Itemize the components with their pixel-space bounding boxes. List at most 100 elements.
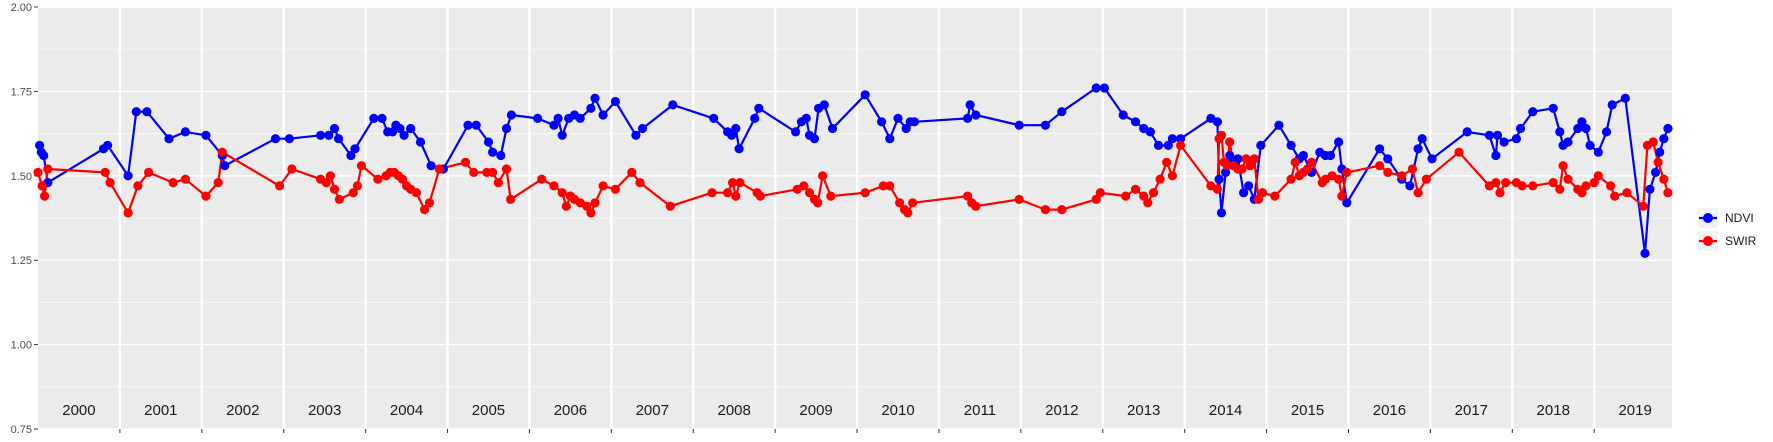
data-point-swir xyxy=(735,178,745,188)
data-point-ndvi xyxy=(1427,154,1437,164)
data-point-ndvi xyxy=(877,117,887,127)
data-point-ndvi xyxy=(575,113,585,123)
data-point-swir xyxy=(826,191,836,201)
data-point-swir xyxy=(903,208,913,218)
data-point-swir xyxy=(1212,184,1222,194)
data-point-swir xyxy=(1648,137,1658,147)
data-point-ndvi xyxy=(1620,93,1630,103)
data-point-ndvi xyxy=(754,103,764,113)
data-point-swir xyxy=(1139,191,1149,201)
data-point-ndvi xyxy=(1417,134,1427,144)
data-point-ndvi xyxy=(727,130,737,140)
data-point-ndvi xyxy=(164,134,174,144)
data-point-ndvi xyxy=(220,161,230,171)
data-point-ndvi xyxy=(631,130,641,140)
data-point-swir xyxy=(885,181,895,191)
data-point-ndvi xyxy=(1244,181,1254,191)
data-point-swir xyxy=(1237,164,1247,174)
data-point-ndvi xyxy=(324,130,334,140)
data-point-swir xyxy=(1225,137,1235,147)
y-tick-label: 1.25 xyxy=(11,255,32,267)
data-point-swir xyxy=(356,161,367,171)
data-point-ndvi xyxy=(270,134,281,144)
data-point-swir xyxy=(818,171,828,181)
data-point-ndvi xyxy=(350,144,360,154)
y-tick-label: 1.75 xyxy=(11,86,32,98)
data-point-swir xyxy=(1653,157,1663,167)
year-label: 2004 xyxy=(390,402,423,419)
data-point-ndvi xyxy=(553,113,563,123)
data-point-swir xyxy=(586,208,596,218)
data-point-ndvi xyxy=(1298,150,1308,161)
data-point-ndvi xyxy=(709,113,719,123)
data-point-ndvi xyxy=(369,113,379,123)
data-point-ndvi xyxy=(1563,137,1573,147)
data-point-ndvi xyxy=(1659,134,1669,144)
data-point-swir xyxy=(168,178,178,188)
data-point-ndvi xyxy=(1225,150,1235,161)
data-point-swir xyxy=(37,181,47,191)
data-point-ndvi xyxy=(131,107,141,117)
data-point-ndvi xyxy=(506,110,516,120)
data-point-ndvi xyxy=(801,113,811,123)
data-point-swir xyxy=(1091,194,1101,204)
data-point-ndvi xyxy=(827,123,838,134)
data-point-ndvi xyxy=(1663,123,1673,134)
data-point-ndvi xyxy=(1091,83,1101,93)
data-point-swir xyxy=(334,194,344,204)
data-point-ndvi xyxy=(1492,130,1503,140)
data-point-ndvi xyxy=(750,113,760,123)
data-point-ndvi xyxy=(909,117,920,127)
data-point-swir xyxy=(1413,188,1423,198)
data-point-swir xyxy=(627,167,637,177)
data-point-swir xyxy=(1548,178,1558,188)
data-point-ndvi xyxy=(1274,120,1284,130)
data-point-ndvi xyxy=(501,123,512,134)
legend-key-point xyxy=(1703,236,1713,246)
data-point-swir xyxy=(549,181,559,191)
data-point-ndvi xyxy=(1342,198,1352,208)
data-point-swir xyxy=(799,181,809,191)
data-point-swir xyxy=(105,178,115,188)
data-point-swir xyxy=(420,205,430,215)
data-point-ndvi xyxy=(1405,181,1415,191)
data-point-ndvi xyxy=(610,96,621,107)
legend: NDVI SWIR xyxy=(1698,208,1757,251)
y-tick-label: 0.75 xyxy=(11,424,32,436)
data-point-ndvi xyxy=(346,150,356,161)
data-point-ndvi xyxy=(1651,167,1661,177)
data-point-ndvi xyxy=(1581,123,1591,134)
data-point-swir xyxy=(1121,191,1131,201)
data-point-swir xyxy=(33,167,43,177)
data-point-ndvi xyxy=(415,137,426,147)
data-point-swir xyxy=(723,188,733,198)
data-point-swir xyxy=(1577,188,1587,198)
data-point-swir xyxy=(1421,174,1431,184)
data-point-swir xyxy=(144,167,154,177)
data-point-swir xyxy=(1040,205,1050,215)
data-point-ndvi xyxy=(1014,120,1024,130)
data-point-ndvi xyxy=(123,171,133,181)
data-point-swir xyxy=(1302,164,1313,174)
data-point-ndvi xyxy=(1593,147,1603,157)
data-point-swir xyxy=(43,164,53,174)
data-point-ndvi xyxy=(1176,134,1186,144)
data-point-swir xyxy=(804,188,815,198)
series-points xyxy=(33,83,1673,258)
data-point-ndvi xyxy=(885,134,895,144)
data-point-swir xyxy=(878,181,888,191)
data-point-swir xyxy=(1397,171,1407,181)
data-point-swir xyxy=(321,178,331,188)
data-point-ndvi xyxy=(1334,137,1344,147)
data-point-swir xyxy=(329,184,340,194)
data-point-ndvi xyxy=(1645,184,1655,194)
data-point-swir xyxy=(1155,174,1165,184)
data-point-swir xyxy=(860,188,870,198)
data-point-swir xyxy=(352,181,362,191)
legend-label-ndvi: NDVI xyxy=(1725,211,1754,225)
data-point-ndvi xyxy=(1325,150,1336,161)
data-point-swir xyxy=(1593,171,1603,181)
x-axis: 2000 2001 2002 2003 2004 2005 2006 2007 2008 2009… xyxy=(62,402,1652,433)
data-point-swir xyxy=(469,167,479,177)
